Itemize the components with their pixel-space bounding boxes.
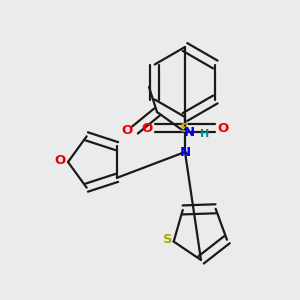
Text: N: N	[179, 146, 191, 158]
Text: O: O	[54, 154, 66, 167]
Text: N: N	[183, 125, 195, 139]
Text: O: O	[141, 122, 153, 134]
Text: H: H	[200, 129, 210, 139]
Text: S: S	[180, 122, 190, 134]
Text: O: O	[218, 122, 229, 134]
Text: O: O	[122, 124, 133, 136]
Text: S: S	[163, 233, 172, 246]
